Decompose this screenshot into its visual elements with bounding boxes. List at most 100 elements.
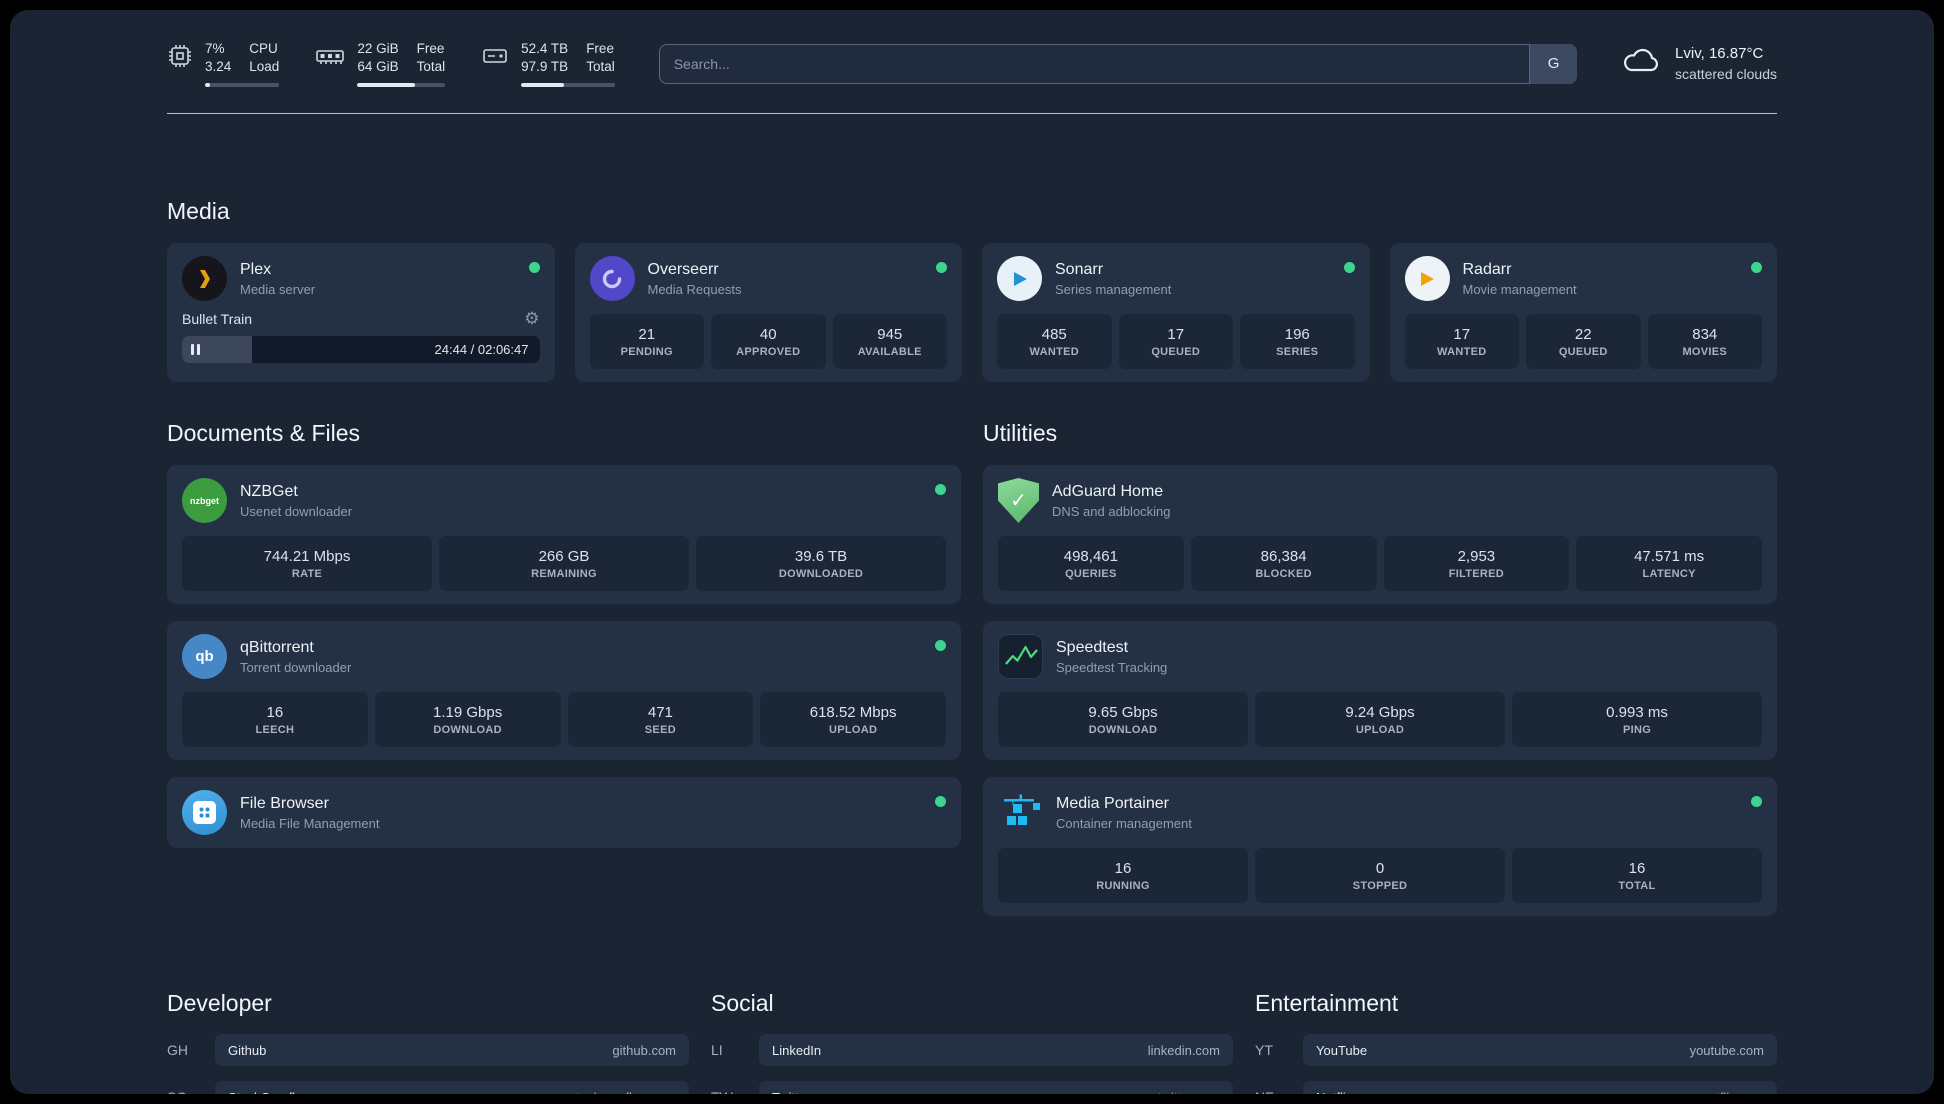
section-utilities: Utilities ✓ AdGuard Home DNS and adblock… — [983, 420, 1777, 916]
link-prefix: YT — [1255, 1042, 1273, 1058]
stat-queued: 22 QUEUED — [1526, 314, 1641, 369]
app-title: NZBGet — [240, 482, 298, 500]
section-title-documents: Documents & Files — [167, 420, 361, 446]
ram-free: 22 GiB — [357, 41, 399, 56]
stat-rate: 744.21 Mbps RATE — [182, 536, 432, 591]
cpu-load-value: 3.24 — [205, 59, 232, 74]
link-netflix: NF Netflix netflix.com — [1255, 1081, 1777, 1094]
seek-bar[interactable]: 24:44 / 02:06:47 — [182, 336, 540, 363]
stat-available: 945 AVAILABLE — [832, 314, 947, 369]
disk-total: 97.9 TB — [521, 59, 569, 74]
stat-download: 9.65 Gbps DOWNLOAD — [998, 692, 1248, 747]
link-prefix: TW — [711, 1089, 759, 1094]
section-title-utilities: Utilities — [983, 420, 1058, 446]
stat-wanted: 485 WANTED — [997, 314, 1112, 369]
status-dot — [1751, 262, 1762, 273]
weather-widget: Lviv, 16.87°C scattered clouds — [1621, 44, 1777, 84]
app-subtitle: Media server — [240, 281, 316, 297]
nzbget-icon: nzbget — [182, 478, 227, 523]
qbittorrent-icon: qb — [182, 634, 227, 679]
app-title: File Browser — [240, 794, 329, 812]
link-linkedin: LI LinkedIn linkedin.com — [711, 1034, 1233, 1066]
link-prefix: LI — [711, 1042, 723, 1058]
ram-progress-bar — [357, 83, 446, 87]
app-subtitle: Usenet downloader — [240, 503, 353, 519]
pause-button[interactable] — [191, 344, 200, 355]
app-subtitle: Series management — [1055, 281, 1172, 297]
ram-total-label: Total — [416, 59, 446, 74]
disk-icon — [481, 43, 509, 74]
stat-movies: 834 MOVIES — [1647, 314, 1762, 369]
app-card-portainer[interactable]: Media Portainer Container management 16 … — [983, 777, 1777, 916]
link-youtube: YT YouTube youtube.com — [1255, 1034, 1777, 1066]
link-prefix: NF — [1255, 1089, 1303, 1094]
app-subtitle: Container management — [1056, 815, 1192, 831]
stat-running: 16 RUNNING — [998, 848, 1248, 903]
link-pill-youtube[interactable]: YouTube youtube.com — [1303, 1034, 1777, 1066]
stat-approved: 40 APPROVED — [711, 314, 826, 369]
gear-icon[interactable]: ⚙ — [524, 309, 540, 328]
stat-stopped: 0 STOPPED — [1255, 848, 1505, 903]
section-title-developer: Developer — [167, 990, 272, 1016]
app-subtitle: Speedtest Tracking — [1056, 659, 1168, 675]
link-twitter: TW Twitter twitter.com — [711, 1081, 1233, 1094]
app-title: Plex — [240, 260, 272, 278]
stat-latency: 47.571 ms LATENCY — [1576, 536, 1762, 591]
app-card-overseerr[interactable]: Overseerr Media Requests 21 PENDING 40 A… — [574, 243, 962, 382]
radarr-icon — [1404, 256, 1450, 301]
cpu-progress-bar — [205, 83, 280, 87]
app-title: Sonarr — [1055, 260, 1104, 278]
app-card-adguard[interactable]: ✓ AdGuard Home DNS and adblocking 498,46… — [983, 465, 1777, 604]
link-prefix: SO — [167, 1089, 215, 1094]
link-pill-stackoverflow[interactable]: StackOverflow stackoverflow.com — [215, 1081, 689, 1094]
app-subtitle: DNS and adblocking — [1052, 503, 1171, 519]
app-title: Speedtest — [1056, 638, 1129, 656]
link-pill-netflix[interactable]: Netflix netflix.com — [1303, 1081, 1777, 1094]
stat-upload: 9.24 Gbps UPLOAD — [1255, 692, 1505, 747]
app-title: Media Portainer — [1056, 794, 1169, 812]
status-dot — [935, 640, 946, 651]
link-pill-twitter[interactable]: Twitter twitter.com — [759, 1081, 1233, 1094]
app-title: qBittorrent — [240, 638, 314, 656]
stat-upload: 618.52 Mbps UPLOAD — [760, 692, 946, 747]
stat-downloaded: 39.6 TB DOWNLOADED — [696, 536, 946, 591]
stat-series: 196 SERIES — [1240, 314, 1355, 369]
stat-total: 16 TOTAL — [1512, 848, 1762, 903]
app-subtitle: Media Requests — [647, 281, 742, 297]
app-card-qbittorrent[interactable]: qb qBittorrent Torrent downloader 16 LEE… — [167, 621, 961, 760]
section-media: Media Plex Media server Bullet Train — [167, 198, 1777, 382]
filebrowser-icon — [182, 790, 227, 835]
dashboard-panel: 7% 3.24 CPU Load — [10, 10, 1934, 1094]
disk-progress-bar — [521, 83, 615, 87]
link-pill-github[interactable]: Github github.com — [215, 1034, 689, 1066]
section-social: Social LI LinkedIn linkedin.com TW Twitt… — [711, 990, 1233, 1094]
app-card-filebrowser[interactable]: File Browser Media File Management — [167, 777, 961, 848]
search-input[interactable] — [658, 43, 1578, 84]
cloud-icon — [1621, 45, 1663, 82]
status-dot — [528, 262, 540, 273]
disk-total-label: Total — [586, 59, 615, 74]
stat-pending: 21 PENDING — [589, 314, 704, 369]
topbar-divider — [167, 113, 1777, 114]
cpu-label2: Load — [249, 59, 280, 74]
stat-remaining: 266 GB REMAINING — [439, 536, 689, 591]
app-subtitle: Media File Management — [240, 815, 380, 831]
app-card-sonarr[interactable]: Sonarr Series management 485 WANTED 17 Q… — [982, 243, 1370, 382]
status-dot — [1751, 796, 1762, 807]
app-card-radarr[interactable]: Radarr Movie management 17 WANTED 22 QUE… — [1389, 243, 1777, 382]
status-dot — [1343, 262, 1355, 273]
playback-time: 24:44 / 02:06:47 — [434, 342, 529, 357]
now-playing-title: Bullet Train — [182, 310, 253, 327]
search-provider-button[interactable]: G — [1529, 43, 1578, 84]
link-pill-linkedin[interactable]: LinkedIn linkedin.com — [759, 1034, 1233, 1066]
section-title-media: Media — [167, 198, 230, 224]
disk-free: 52.4 TB — [521, 41, 569, 56]
plex-icon — [182, 256, 227, 301]
app-title: Radarr — [1462, 260, 1512, 278]
stat-queries: 498,461 QUERIES — [998, 536, 1184, 591]
app-title: AdGuard Home — [1052, 482, 1164, 500]
sonarr-icon — [997, 256, 1042, 301]
app-card-nzbget[interactable]: nzbget NZBGet Usenet downloader 744.21 M… — [167, 465, 961, 604]
app-card-speedtest[interactable]: Speedtest Speedtest Tracking 9.65 Gbps D… — [983, 621, 1777, 760]
app-card-plex[interactable]: Plex Media server Bullet Train ⚙ 24:44 /… — [167, 243, 555, 382]
